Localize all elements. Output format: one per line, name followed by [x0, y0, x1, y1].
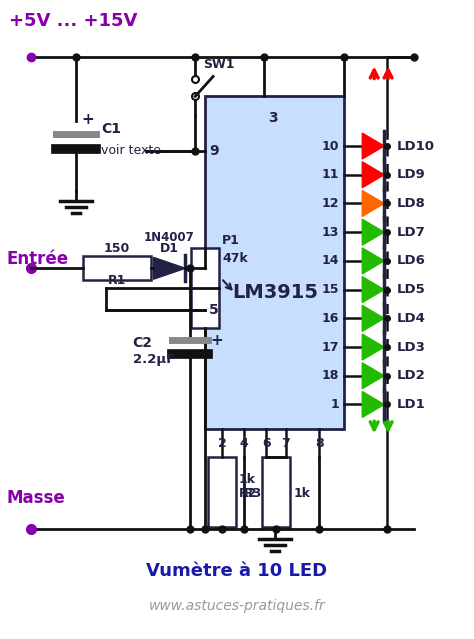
- FancyBboxPatch shape: [191, 249, 219, 328]
- Polygon shape: [362, 190, 384, 217]
- Text: 6: 6: [262, 437, 271, 450]
- FancyBboxPatch shape: [83, 256, 151, 281]
- Text: 10: 10: [322, 139, 339, 153]
- Text: +: +: [210, 334, 223, 348]
- Polygon shape: [362, 305, 384, 331]
- Polygon shape: [362, 334, 384, 360]
- Text: 14: 14: [322, 254, 339, 267]
- Text: 12: 12: [322, 197, 339, 210]
- Text: 16: 16: [322, 312, 339, 325]
- Text: SW1: SW1: [203, 58, 235, 71]
- Text: 1k: 1k: [239, 473, 256, 486]
- Text: 4: 4: [240, 437, 248, 450]
- Text: Masse: Masse: [6, 489, 65, 507]
- Text: 150: 150: [104, 242, 130, 256]
- Text: D1: D1: [160, 242, 179, 256]
- Text: 7: 7: [282, 437, 290, 450]
- Text: C1: C1: [101, 122, 121, 136]
- Text: 2: 2: [218, 437, 226, 450]
- Text: LD5: LD5: [397, 283, 426, 296]
- Text: LD10: LD10: [397, 139, 435, 153]
- Text: +: +: [81, 112, 94, 127]
- FancyBboxPatch shape: [262, 457, 290, 527]
- Text: LD7: LD7: [397, 226, 426, 239]
- Text: 1N4007: 1N4007: [144, 231, 195, 245]
- Text: LD1: LD1: [397, 398, 426, 411]
- Text: Entrée: Entrée: [6, 250, 68, 268]
- Text: R1: R1: [108, 274, 126, 287]
- Text: 11: 11: [322, 168, 339, 181]
- Text: C2: C2: [133, 336, 153, 350]
- Text: R3: R3: [245, 487, 263, 500]
- Text: LD3: LD3: [397, 341, 426, 353]
- Text: 3: 3: [269, 111, 278, 125]
- Text: Vumètre à 10 LED: Vumètre à 10 LED: [146, 562, 328, 580]
- Text: R2: R2: [239, 487, 257, 500]
- Text: 1k: 1k: [293, 487, 310, 500]
- Text: voir texte: voir texte: [101, 144, 161, 157]
- Polygon shape: [362, 133, 384, 159]
- FancyBboxPatch shape: [208, 457, 236, 527]
- Text: 9: 9: [209, 144, 219, 158]
- Text: 18: 18: [322, 369, 339, 382]
- Text: LM3915: LM3915: [232, 283, 318, 302]
- Polygon shape: [362, 162, 384, 188]
- Polygon shape: [362, 392, 384, 417]
- Text: 17: 17: [322, 341, 339, 353]
- Text: LD2: LD2: [397, 369, 426, 382]
- Text: LD6: LD6: [397, 254, 426, 267]
- Polygon shape: [362, 248, 384, 274]
- Text: 2.2μF: 2.2μF: [133, 353, 175, 366]
- Polygon shape: [362, 363, 384, 389]
- Polygon shape: [362, 219, 384, 245]
- Text: 13: 13: [322, 226, 339, 239]
- Text: +5V ... +15V: +5V ... +15V: [9, 12, 138, 30]
- Text: 47k: 47k: [222, 252, 248, 265]
- Text: 15: 15: [322, 283, 339, 296]
- Text: LD9: LD9: [397, 168, 426, 181]
- FancyBboxPatch shape: [205, 96, 345, 429]
- Text: LD8: LD8: [397, 197, 426, 210]
- Text: 1: 1: [331, 398, 339, 411]
- Text: P1: P1: [222, 235, 240, 247]
- Text: 8: 8: [315, 437, 324, 450]
- Text: LD4: LD4: [397, 312, 426, 325]
- Text: 5: 5: [209, 303, 219, 317]
- Polygon shape: [154, 258, 185, 279]
- Polygon shape: [362, 277, 384, 302]
- Text: www.astuces-pratiques.fr: www.astuces-pratiques.fr: [149, 599, 325, 613]
